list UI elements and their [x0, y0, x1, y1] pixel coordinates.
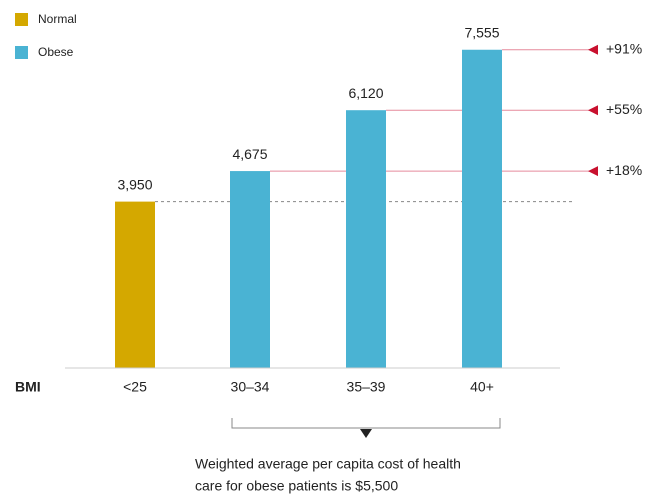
- value-label: 3,950: [117, 176, 152, 192]
- bracket-arrow: [360, 429, 372, 438]
- legend-swatch: [15, 13, 28, 26]
- bar: [462, 49, 502, 368]
- bar: [346, 110, 386, 368]
- x-tick-label: 35–39: [347, 379, 386, 395]
- bar: [115, 201, 155, 368]
- change-marker: [588, 166, 598, 177]
- change-label: +18%: [606, 162, 642, 178]
- change-marker: [588, 105, 598, 116]
- value-label: 7,555: [464, 24, 499, 40]
- note: Weighted average per capita cost of heal…: [195, 456, 461, 472]
- bar: [230, 171, 270, 368]
- value-label: 4,675: [232, 146, 267, 162]
- x-tick-label: <25: [123, 379, 147, 395]
- x-tick-label: 40+: [470, 379, 494, 395]
- change-label: +55%: [606, 101, 642, 117]
- value-label: 6,120: [348, 85, 383, 101]
- legend-label: Normal: [38, 12, 77, 26]
- bracket: [231, 418, 501, 429]
- change-marker: [588, 44, 598, 55]
- legend-label: Obese: [38, 45, 74, 59]
- x-tick-label: 30–34: [231, 379, 270, 395]
- x-axis-label: BMI: [15, 379, 41, 395]
- legend-swatch: [15, 46, 28, 59]
- note: care for obese patients is $5,500: [195, 478, 398, 494]
- change-label: +91%: [606, 40, 642, 56]
